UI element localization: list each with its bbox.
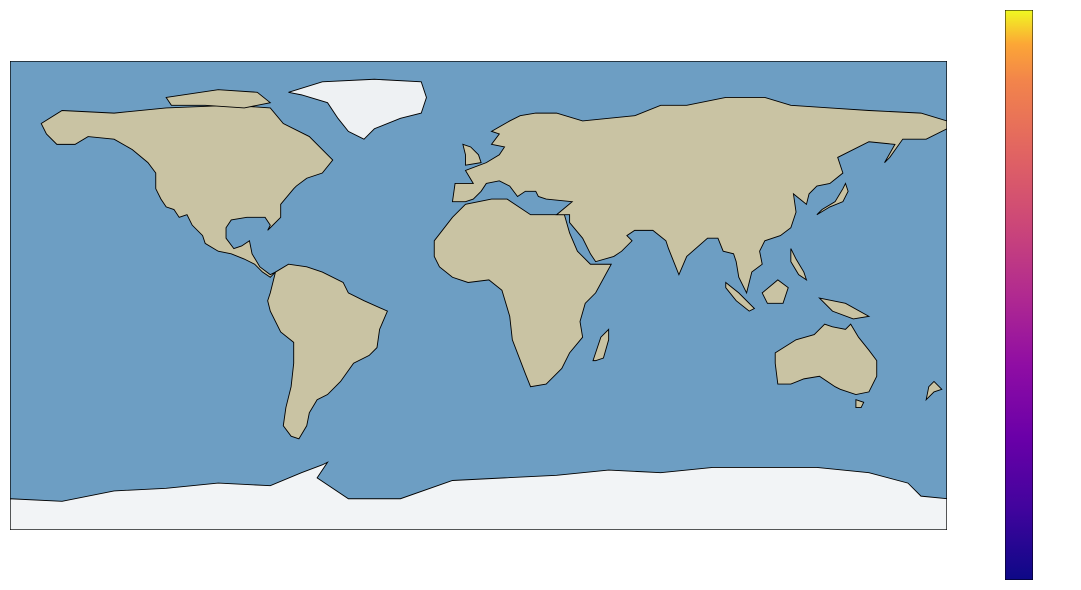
australia [774,323,878,395]
eurasia [451,97,947,295]
philippines [790,248,808,281]
japan [816,182,849,216]
great-britain [462,143,482,166]
canadian-arctic-islands [165,89,272,109]
madagascar [592,328,610,362]
south-america [267,263,388,440]
landmasses [10,78,947,530]
greenland [288,78,427,140]
tasmania [855,399,865,408]
north-america [40,104,334,278]
sumatra [725,281,756,312]
world-map [10,61,947,530]
new-zealand [925,380,943,402]
antarctica [10,461,947,530]
africa [433,198,613,388]
borneo [761,279,789,304]
colorbar-gradient [1005,10,1033,580]
new-guinea [818,297,871,320]
colorbar [1005,10,1033,580]
